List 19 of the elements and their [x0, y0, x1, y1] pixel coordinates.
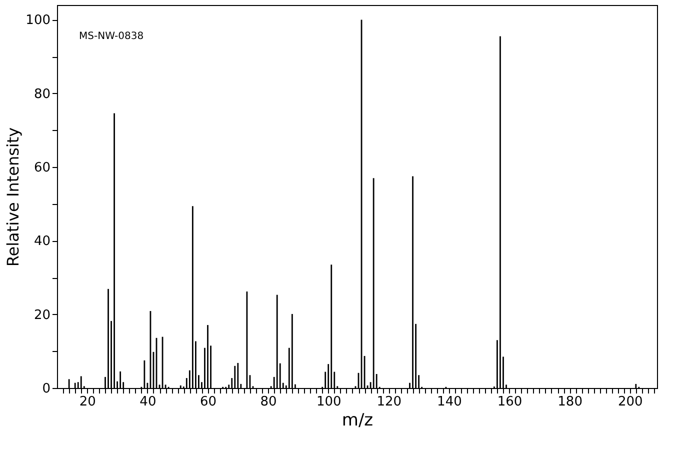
y-axis-title: Relative Intensity	[4, 127, 23, 267]
y-tick-label: 20	[34, 308, 50, 323]
y-tick-label: 0	[42, 382, 50, 396]
y-tick-label: 100	[26, 13, 50, 28]
y-tick-label: 40	[34, 234, 50, 250]
x-tick-label: 80	[260, 394, 277, 410]
x-tick-label: 180	[558, 394, 582, 410]
x-tick-label: 100	[316, 394, 342, 410]
y-tick-label: 80	[34, 86, 50, 102]
x-tick-label: 20	[79, 394, 96, 410]
x-tick-label: 200	[618, 394, 643, 410]
x-tick-label: 60	[200, 394, 217, 410]
x-tick-label: 40	[140, 394, 156, 410]
annotation: MS-NW-0838	[79, 31, 144, 42]
x-tick-label: 140	[437, 394, 462, 410]
x-axis-title: m/z	[342, 410, 374, 430]
x-tick-label: 120	[376, 394, 402, 410]
y-tick-label: 60	[34, 160, 50, 176]
x-tick-label: 160	[497, 394, 522, 410]
